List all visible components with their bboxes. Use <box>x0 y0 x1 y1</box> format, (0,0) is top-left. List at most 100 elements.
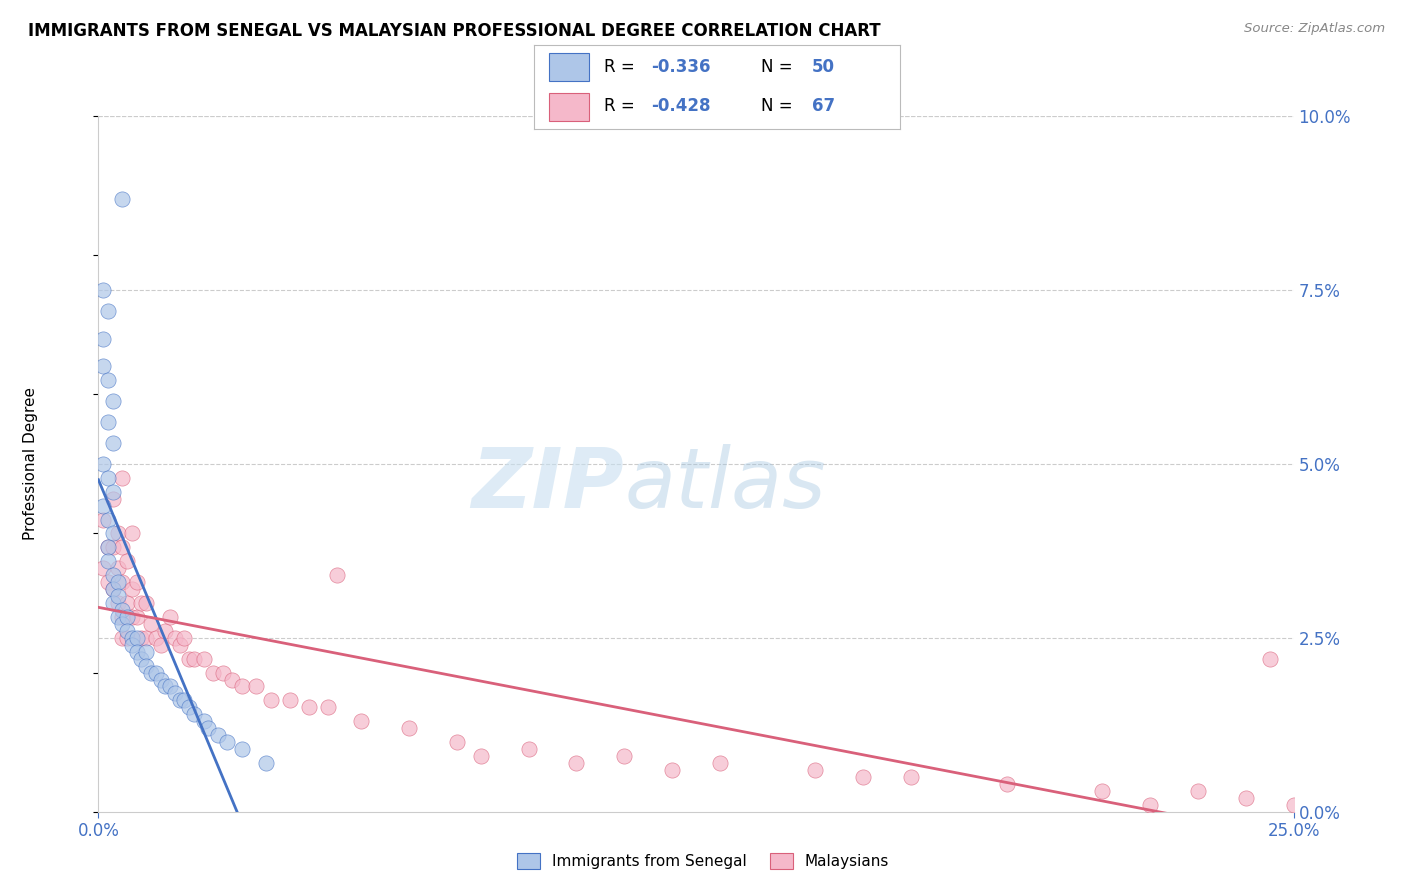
FancyBboxPatch shape <box>548 93 589 120</box>
Point <box>231 680 253 694</box>
Point <box>193 714 215 729</box>
Text: IMMIGRANTS FROM SENEGAL VS MALAYSIAN PROFESSIONAL DEGREE CORRELATION CHART: IMMIGRANTS FROM SENEGAL VS MALAYSIAN PRO… <box>28 22 880 40</box>
Point <box>111 471 134 485</box>
Point <box>97 512 120 526</box>
Text: N =: N = <box>761 97 797 115</box>
Point <box>101 541 124 555</box>
Point <box>91 499 114 513</box>
Point <box>91 561 114 575</box>
Text: Source: ZipAtlas.com: Source: ZipAtlas.com <box>1244 22 1385 36</box>
Point <box>107 589 129 603</box>
Point <box>125 610 148 624</box>
Text: -0.428: -0.428 <box>651 97 711 115</box>
Point <box>101 526 124 541</box>
Point <box>661 763 683 777</box>
Point <box>111 610 134 624</box>
Point <box>115 631 138 645</box>
Point <box>121 582 143 596</box>
Point <box>121 638 143 652</box>
Point <box>183 651 205 665</box>
Legend: Immigrants from Senegal, Malaysians: Immigrants from Senegal, Malaysians <box>510 847 896 875</box>
Point <box>111 575 134 590</box>
Point <box>97 373 120 387</box>
Point <box>131 651 153 665</box>
Point <box>197 721 219 735</box>
Point <box>121 526 143 541</box>
Point <box>111 631 134 645</box>
Point <box>97 541 120 555</box>
Point <box>159 680 181 694</box>
Point <box>97 554 120 568</box>
Point <box>1282 797 1305 812</box>
Point <box>149 638 172 652</box>
Point <box>115 610 138 624</box>
Text: 67: 67 <box>813 97 835 115</box>
Point <box>852 770 875 784</box>
Point <box>107 610 129 624</box>
Point <box>179 700 201 714</box>
Point <box>446 735 468 749</box>
Point <box>173 631 195 645</box>
Point <box>145 665 167 680</box>
Point <box>254 756 277 770</box>
Point <box>101 491 124 506</box>
Point <box>97 303 120 318</box>
Point <box>995 777 1018 791</box>
Point <box>135 631 157 645</box>
Point <box>101 596 124 610</box>
Point <box>211 665 233 680</box>
Text: R =: R = <box>603 97 640 115</box>
Point <box>221 673 243 687</box>
Point <box>101 582 124 596</box>
Point <box>115 596 138 610</box>
Point <box>135 645 157 659</box>
Point <box>125 631 148 645</box>
Point <box>316 700 339 714</box>
Point <box>111 193 134 207</box>
Point <box>125 575 148 590</box>
Point <box>101 484 124 499</box>
Point <box>245 680 267 694</box>
Text: atlas: atlas <box>624 444 825 525</box>
Point <box>709 756 731 770</box>
Point <box>155 624 177 638</box>
FancyBboxPatch shape <box>548 54 589 81</box>
Text: R =: R = <box>603 59 640 77</box>
Point <box>350 714 373 729</box>
Point <box>97 415 120 429</box>
Point <box>155 680 177 694</box>
Point <box>179 651 201 665</box>
Point <box>91 457 114 471</box>
Point <box>259 693 281 707</box>
Point <box>613 749 636 764</box>
Point <box>163 686 186 700</box>
Point <box>1139 797 1161 812</box>
Point <box>278 693 301 707</box>
Point <box>202 665 225 680</box>
Y-axis label: Professional Degree: Professional Degree <box>22 387 38 541</box>
Point <box>107 526 129 541</box>
Text: N =: N = <box>761 59 797 77</box>
Point <box>193 651 215 665</box>
Point <box>121 610 143 624</box>
Point <box>1091 784 1114 798</box>
Point <box>139 616 162 631</box>
Point <box>111 616 134 631</box>
Point <box>163 631 186 645</box>
Point <box>115 624 138 638</box>
Point <box>101 568 124 582</box>
Point <box>121 631 143 645</box>
Text: 50: 50 <box>813 59 835 77</box>
Point <box>1258 651 1281 665</box>
Point <box>517 742 540 756</box>
Point <box>207 728 229 742</box>
Point <box>125 645 148 659</box>
Point <box>107 596 129 610</box>
Point <box>115 554 138 568</box>
Point <box>101 394 124 409</box>
Point <box>97 541 120 555</box>
Point <box>804 763 827 777</box>
Point <box>107 561 129 575</box>
Point <box>145 631 167 645</box>
Point <box>107 575 129 590</box>
